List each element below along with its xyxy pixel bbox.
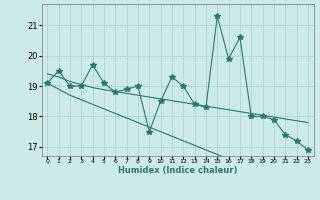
X-axis label: Humidex (Indice chaleur): Humidex (Indice chaleur) bbox=[118, 166, 237, 175]
